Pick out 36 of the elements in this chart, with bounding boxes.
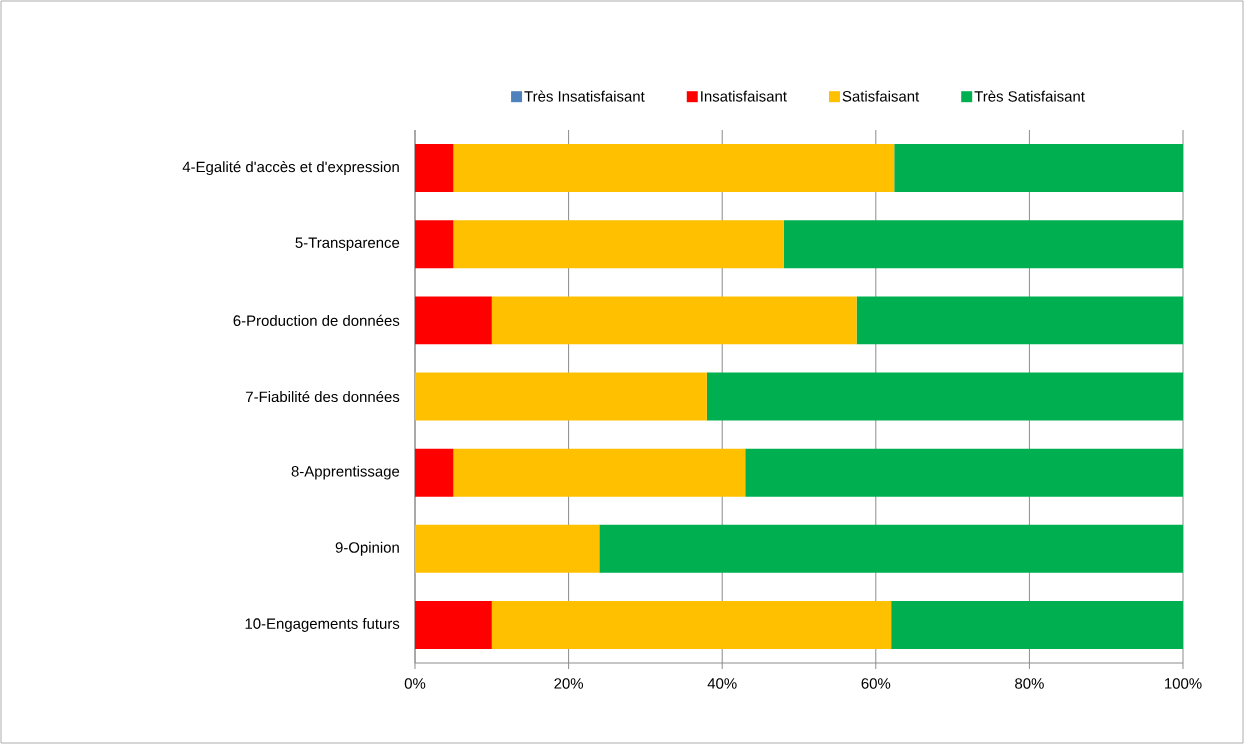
bar — [491, 296, 857, 345]
y-tick-label: 4-Egalité d'accès et d'expression — [182, 161, 399, 176]
bar — [415, 524, 600, 573]
bar — [415, 220, 454, 269]
legend-label: Très Insatisfaisant — [524, 90, 645, 102]
bar — [453, 448, 746, 497]
bar — [491, 600, 892, 649]
bar — [415, 144, 454, 193]
y-tick-label: 7-Fiabilité des données — [246, 390, 400, 403]
bar — [706, 372, 1184, 421]
bar — [894, 144, 1184, 193]
bar — [415, 296, 492, 345]
bar — [783, 220, 1184, 269]
bar — [453, 220, 784, 269]
bar — [745, 448, 1184, 497]
x-tick-label: 100% — [1165, 678, 1202, 689]
bar — [599, 524, 1184, 573]
bar — [856, 296, 1184, 345]
x-tick-label: 0% — [404, 678, 426, 689]
y-tick-label: 10-Engagements futurs — [245, 617, 400, 632]
bar — [415, 448, 454, 497]
bar — [415, 372, 707, 421]
y-tick-label: 5-Transparence — [295, 237, 400, 251]
y-tick-label: 6-Production de données — [233, 314, 400, 326]
x-tick-label: 20% — [554, 678, 584, 689]
bar — [415, 600, 492, 649]
legend-label: Satisfaisant — [842, 90, 920, 102]
bar — [453, 144, 895, 193]
bar — [891, 600, 1184, 649]
y-tick-label: 9-Opinion — [335, 541, 399, 556]
x-tick-label: 80% — [1015, 678, 1044, 689]
y-tick-label: 8-Apprentissage — [291, 465, 400, 480]
legend-label: Insatisfaisant — [701, 90, 787, 102]
x-tick-label: 40% — [707, 678, 737, 689]
legend-label: Très Satisfaisant — [974, 90, 1085, 102]
x-tick-label: 60% — [861, 678, 891, 689]
